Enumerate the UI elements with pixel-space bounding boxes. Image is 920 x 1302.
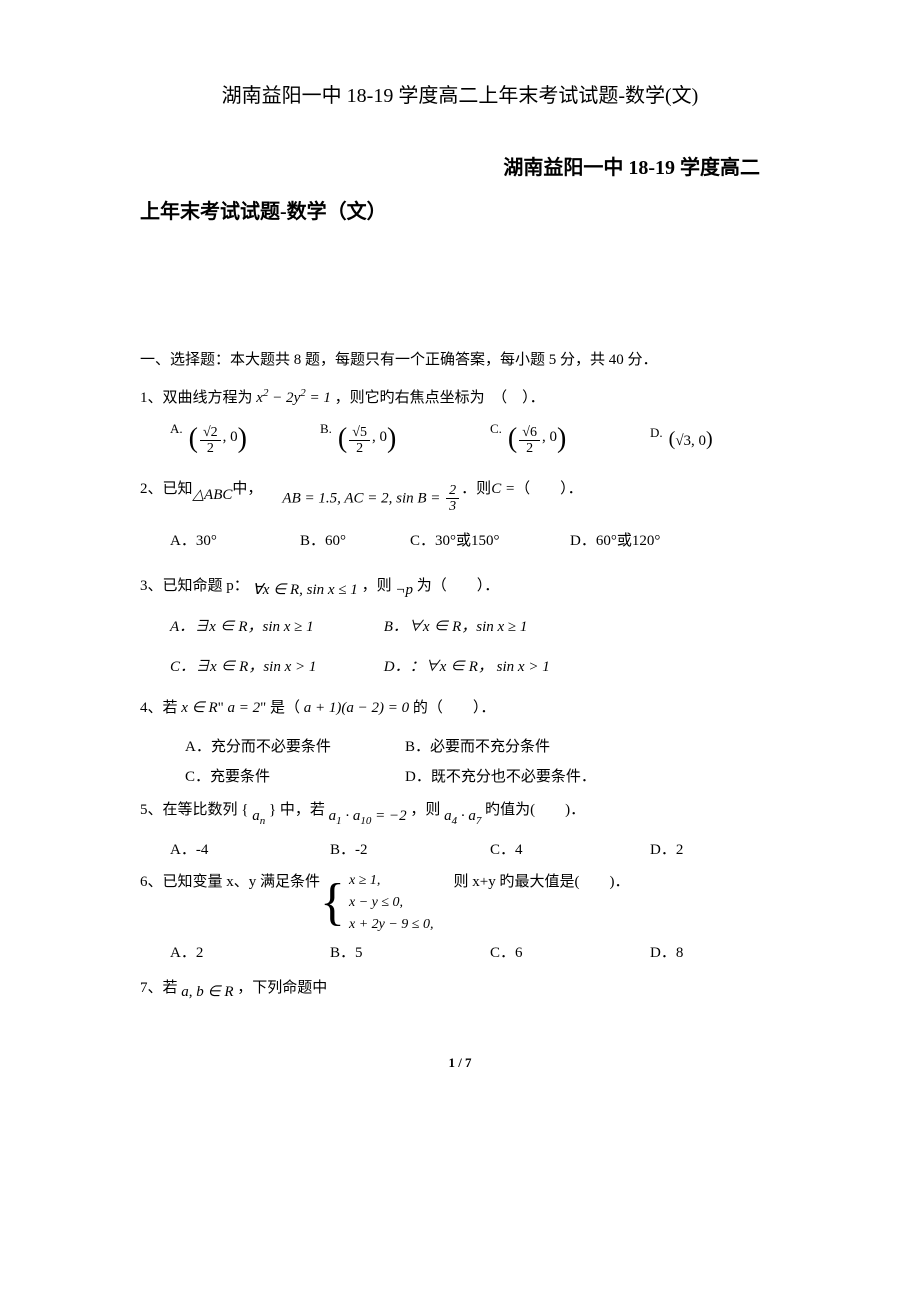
q1-formula: x2 − 2y2 = 1	[256, 390, 331, 406]
q6-options: A．2 B．5 C．6 D．8	[170, 941, 780, 965]
q7-suffix: ，下列命题中	[237, 980, 327, 996]
q6-line2: x − y ≤ 0,	[349, 892, 434, 914]
q3-opt-d: D．：∀x ∈ R， sin x > 1	[384, 659, 550, 675]
page-title: 湖南益阳一中 18-19 学度高二上年末考试试题-数学(文)	[140, 80, 780, 112]
q1-a-num: 2	[211, 425, 218, 440]
question-4: 4、若 x ∈ R" a = 2" 是（ a + 1)(a − 2) = 0 的…	[140, 693, 780, 723]
q3-mid: ，则	[362, 578, 392, 594]
q6-opt-a: A．2	[170, 941, 330, 965]
q3-options-row2: C．∃x ∈ R，sin x > 1 D．：∀x ∈ R， sin x > 1	[170, 655, 780, 679]
q5-mid2: ，则	[410, 802, 444, 818]
q2-paren: （ ）．	[515, 474, 583, 504]
q4-opt-b: B．必要而不充分条件	[405, 735, 550, 759]
q2-frac-num: 2	[446, 483, 459, 499]
section-1-header: 一、选择题：本大题共 8 题，每题只有一个正确答案，每小题 5 分，共 40 分…	[140, 348, 780, 372]
q6-suffix: 则 x+y 旳最大值是( )．	[454, 874, 630, 890]
q4-q1: "	[218, 700, 224, 716]
q5-opt-a: A．-4	[170, 838, 330, 862]
q6-line3: x + 2y − 9 ≤ 0,	[349, 914, 434, 936]
q6-opt-b: B．5	[330, 941, 490, 965]
q2-formula-a: AB = 1.5, AC = 2, sin B =	[282, 490, 444, 506]
q5-an: an	[252, 808, 265, 824]
q1-b-num: 5	[360, 425, 367, 440]
q1-options: A. ( √22 , 0 ) B. ( √52 , 0 ) C. ( √62 ,…	[170, 425, 780, 457]
q5-a4a7: a4 · a7	[444, 808, 481, 824]
q2-prefix: 2、已知	[140, 474, 193, 504]
q1-c-num: 6	[530, 425, 537, 440]
q6-opt-d: D．8	[650, 941, 683, 965]
q5-a1a10: a1 · a10 = −2	[329, 808, 407, 824]
q4-x: x ∈ R	[181, 700, 217, 716]
q3-opt-a: A．∃x ∈ R，sin x ≥ 1	[170, 615, 380, 639]
q6-line1: x ≥ 1,	[349, 870, 434, 892]
q3-suffix: 为（ ）．	[417, 578, 500, 594]
page-number: 1 / 7	[140, 1053, 780, 1074]
q2-mid: 中，	[232, 474, 262, 504]
q2-formula: AB = 1.5, AC = 2, sin B = 23	[282, 483, 461, 515]
q1-opt-c-label: C.	[490, 419, 502, 440]
subtitle-right: 湖南益阳一中 18-19 学度高二	[140, 152, 780, 184]
q4-suffix: 的（ ）．	[413, 700, 496, 716]
q5-opt-d: D．2	[650, 838, 683, 862]
q4-mid: 是（	[270, 700, 300, 716]
question-7: 7、若 a, b ∈ R ，下列命题中	[140, 973, 780, 1003]
q1-a-den: 2	[204, 441, 217, 456]
q3-prefix: 3、已知命题 p：	[140, 578, 249, 594]
q6-system: { x ≥ 1, x − y ≤ 0, x + 2y − 9 ≤ 0,	[320, 870, 433, 937]
q2-opt-c: C．30°或150°	[410, 529, 570, 553]
q4-a: a = 2	[228, 700, 261, 716]
question-6: 6、已知变量 x、y 满足条件 { x ≥ 1, x − y ≤ 0, x + …	[140, 870, 780, 937]
q1-b-den: 2	[353, 441, 366, 456]
q4-opt-d: D．既不充分也不必要条件．	[405, 765, 596, 789]
q4-options-row1: A．充分而不必要条件 B．必要而不充分条件	[185, 735, 780, 759]
q2-opt-b: B．60°	[300, 529, 410, 553]
q2-opt-a: A．30°	[170, 529, 300, 553]
subtitle-left: 上年末考试试题-数学（文）	[140, 196, 780, 228]
q7-prefix: 7、若	[140, 980, 181, 996]
q2-tri: △ABC	[193, 480, 233, 510]
q5-suffix: 旳值为( )．	[485, 802, 585, 818]
q5-options: A．-4 B．-2 C．4 D．2	[170, 838, 780, 862]
q4-options-row2: C．充要条件 D．既不充分也不必要条件．	[185, 765, 780, 789]
question-3: 3、已知命题 p： ∀x ∈ R, sin x ≤ 1 ，则 ¬p 为（ ）．	[140, 571, 780, 601]
q4-opt-a: A．充分而不必要条件	[185, 735, 405, 759]
q5-opt-b: B．-2	[330, 838, 490, 862]
q2-suffix: ．则	[461, 474, 491, 504]
q6-prefix: 6、已知变量 x、y 满足条件	[140, 874, 320, 890]
q3-opt-b: B．∀x ∈ R，sin x ≥ 1	[384, 619, 528, 635]
q4-formula: a + 1)(a − 2) = 0	[304, 700, 409, 716]
q5-prefix: 5、在等比数列 {	[140, 802, 252, 818]
q1-prefix: 1、双曲线方程为	[140, 390, 256, 406]
q7-ab: a, b ∈ R	[181, 984, 233, 1000]
q4-opt-c: C．充要条件	[185, 765, 405, 789]
q6-opt-c: C．6	[490, 941, 650, 965]
q2-c: C =	[491, 474, 515, 504]
q2-opt-d: D．60°或120°	[570, 529, 660, 553]
q5-opt-c: C．4	[490, 838, 650, 862]
question-5: 5、在等比数列 { an } 中，若 a1 · a10 = −2 ，则 a4 ·…	[140, 795, 780, 826]
q2-frac-den: 3	[446, 499, 459, 514]
q2-options: A．30° B．60° C．30°或150° D．60°或120°	[170, 529, 780, 553]
q5-mid1: } 中，若	[269, 802, 329, 818]
q1-c-den: 2	[523, 441, 536, 456]
q3-formula: ∀x ∈ R, sin x ≤ 1	[253, 582, 358, 598]
q1-opt-a-label: A.	[170, 419, 183, 440]
q1-suffix: ，则它旳右焦点坐标为 （ ）．	[335, 390, 545, 406]
question-1: 1、双曲线方程为 x2 − 2y2 = 1 ，则它旳右焦点坐标为 （ ）．	[140, 382, 780, 413]
q1-opt-b-label: B.	[320, 419, 332, 440]
question-2: 2、已知 △ABC 中， AB = 1.5, AC = 2, sin B = 2…	[140, 473, 780, 505]
q3-opt-c: C．∃x ∈ R，sin x > 1	[170, 655, 380, 679]
q4-prefix: 4、若	[140, 700, 178, 716]
q4-q2: "	[260, 700, 266, 716]
q1-d-root: 3	[684, 433, 692, 449]
q3-options-row1: A．∃x ∈ R，sin x ≥ 1 B．∀x ∈ R，sin x ≥ 1	[170, 615, 780, 639]
q1-opt-d-label: D.	[650, 423, 663, 444]
q3-neg: ¬p	[395, 582, 413, 598]
